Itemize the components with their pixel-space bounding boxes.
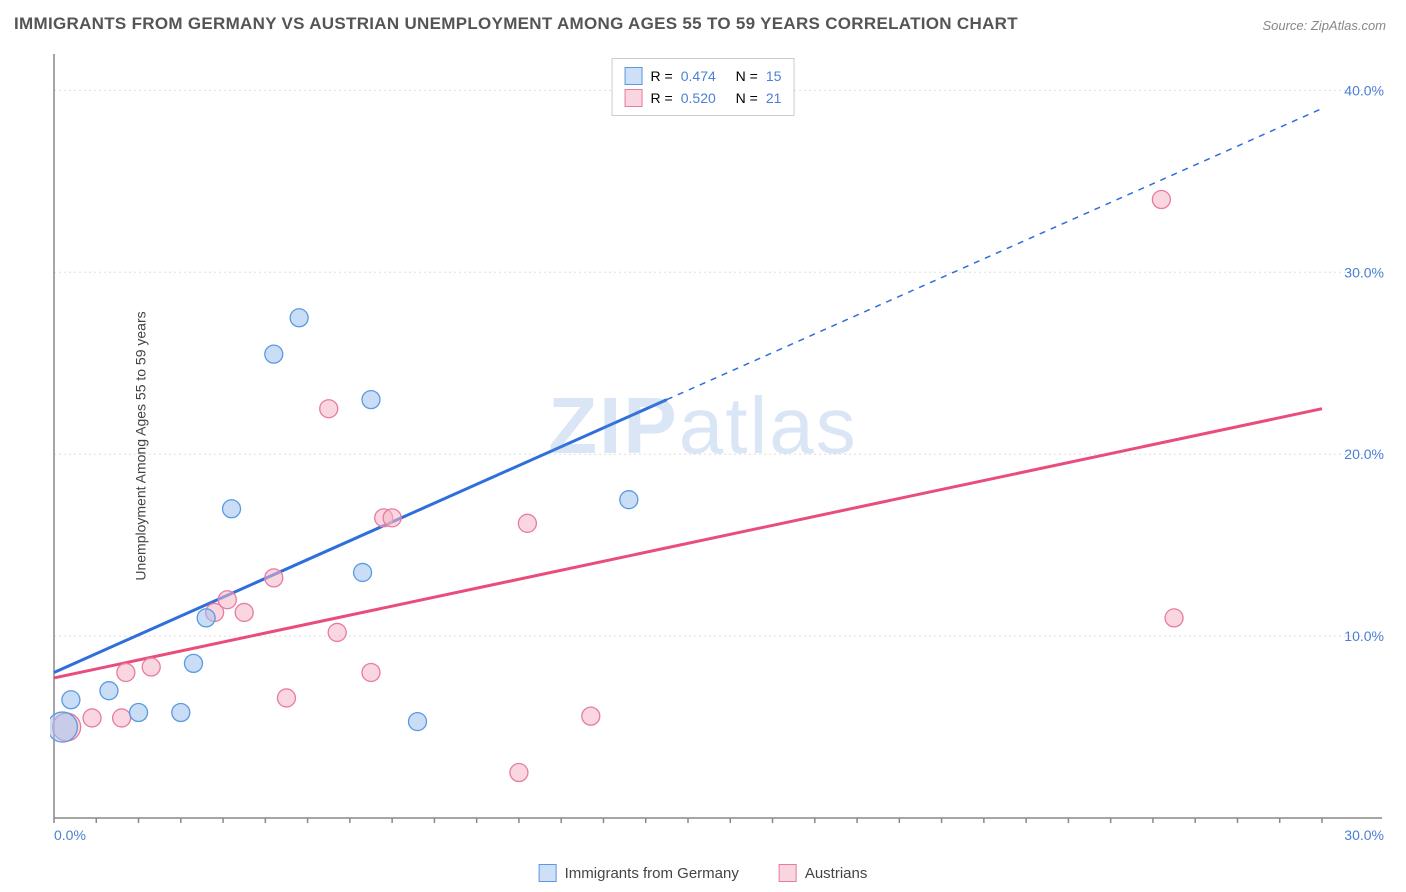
legend-correlation-box: R = 0.474 N = 15 R = 0.520 N = 21 — [612, 58, 795, 116]
legend-row-germany: R = 0.474 N = 15 — [625, 65, 782, 87]
r-value-germany: 0.474 — [681, 68, 716, 84]
data-point-germany — [62, 691, 80, 709]
svg-text:10.0%: 10.0% — [1344, 628, 1384, 644]
data-point-austria — [83, 709, 101, 727]
data-point-austria — [383, 509, 401, 527]
data-point-germany — [620, 491, 638, 509]
n-value-austria: 21 — [766, 90, 782, 106]
data-point-germany — [223, 500, 241, 518]
data-point-austria — [328, 623, 346, 641]
swatch-austria-icon — [779, 864, 797, 882]
n-value-germany: 15 — [766, 68, 782, 84]
legend-item-germany: Immigrants from Germany — [539, 864, 739, 882]
legend-label-austria: Austrians — [805, 865, 868, 882]
data-point-austria — [1165, 609, 1183, 627]
data-point-austria — [117, 663, 135, 681]
svg-text:0.0%: 0.0% — [54, 827, 86, 843]
data-point-austria — [518, 514, 536, 532]
data-point-germany — [354, 563, 372, 581]
legend-row-austria: R = 0.520 N = 21 — [625, 87, 782, 109]
swatch-germany — [625, 67, 643, 85]
scatter-plot: 10.0% 20.0% 30.0% 40.0% 0.0% 30.0% — [50, 50, 1392, 852]
svg-text:20.0%: 20.0% — [1344, 446, 1384, 462]
data-point-austria — [113, 709, 131, 727]
svg-text:30.0%: 30.0% — [1344, 827, 1384, 843]
data-point-germany — [130, 703, 148, 721]
data-point-germany — [408, 713, 426, 731]
data-point-austria — [277, 689, 295, 707]
data-point-germany — [197, 609, 215, 627]
data-point-austria — [235, 603, 253, 621]
chart-title: IMMIGRANTS FROM GERMANY VS AUSTRIAN UNEM… — [14, 14, 1018, 34]
chart-area: 10.0% 20.0% 30.0% 40.0% 0.0% 30.0% — [50, 50, 1392, 852]
data-point-austria — [320, 400, 338, 418]
data-point-germany — [50, 712, 77, 742]
legend-label-germany: Immigrants from Germany — [565, 865, 739, 882]
swatch-austria — [625, 89, 643, 107]
data-point-germany — [265, 345, 283, 363]
svg-text:30.0%: 30.0% — [1344, 264, 1384, 280]
data-point-germany — [184, 654, 202, 672]
data-point-austria — [582, 707, 600, 725]
data-point-germany — [362, 391, 380, 409]
data-point-germany — [290, 309, 308, 327]
data-point-germany — [100, 682, 118, 700]
source-label: Source: ZipAtlas.com — [1262, 18, 1386, 33]
svg-text:40.0%: 40.0% — [1344, 82, 1384, 98]
data-point-austria — [362, 663, 380, 681]
legend-item-austria: Austrians — [779, 864, 868, 882]
data-point-austria — [265, 569, 283, 587]
data-point-germany — [172, 703, 190, 721]
data-point-austria — [218, 591, 236, 609]
data-point-austria — [142, 658, 160, 676]
legend-series: Immigrants from Germany Austrians — [539, 864, 868, 882]
data-point-austria — [510, 764, 528, 782]
data-point-austria — [1152, 191, 1170, 209]
swatch-germany-icon — [539, 864, 557, 882]
r-value-austria: 0.520 — [681, 90, 716, 106]
